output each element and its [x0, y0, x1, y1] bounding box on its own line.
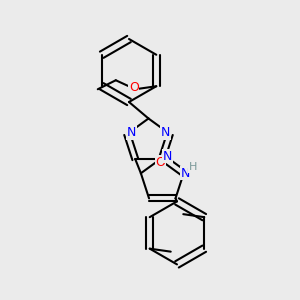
Text: O: O — [155, 156, 165, 169]
Text: N: N — [161, 126, 170, 139]
Text: N: N — [163, 150, 172, 163]
Text: H: H — [188, 162, 197, 172]
Text: N: N — [127, 126, 136, 139]
Text: N: N — [181, 167, 190, 180]
Text: O: O — [129, 81, 139, 94]
